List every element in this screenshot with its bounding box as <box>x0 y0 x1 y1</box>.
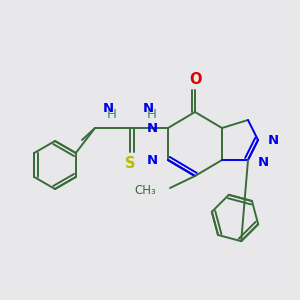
Text: N: N <box>268 134 279 146</box>
Text: S: S <box>125 155 135 170</box>
Text: CH₃: CH₃ <box>134 184 156 197</box>
Text: N: N <box>102 101 114 115</box>
Text: N: N <box>142 101 154 115</box>
Text: N: N <box>147 122 158 134</box>
Text: N: N <box>258 155 269 169</box>
Text: N: N <box>147 154 158 166</box>
Text: O: O <box>189 73 201 88</box>
Text: H: H <box>147 107 157 121</box>
Text: H: H <box>107 107 117 121</box>
